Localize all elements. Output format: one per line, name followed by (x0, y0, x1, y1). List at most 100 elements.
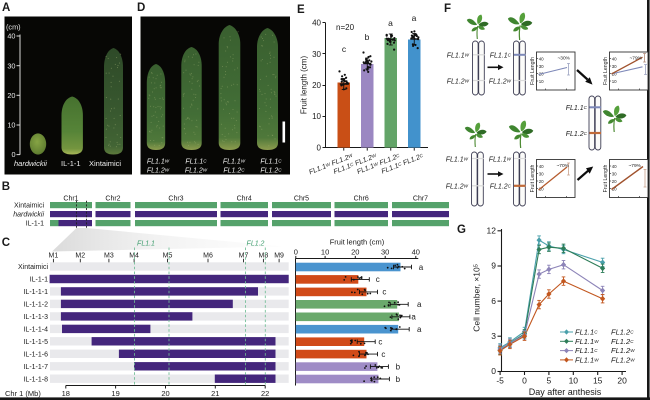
svg-text:Xintaimici: Xintaimici (18, 264, 48, 271)
svg-text:10: 10 (569, 376, 579, 386)
svg-text:FL1.2C: FL1.2C (566, 131, 588, 139)
svg-text:a: a (419, 263, 424, 272)
svg-text:IL-1-1: IL-1-1 (61, 159, 81, 168)
svg-text:FL1.1C: FL1.1C (490, 52, 512, 60)
svg-text:a: a (388, 18, 393, 28)
svg-text:IL-1-1-8: IL-1-1-8 (23, 376, 48, 383)
svg-text:c: c (381, 350, 385, 359)
svg-text:20: 20 (612, 71, 617, 76)
svg-text:M9: M9 (274, 253, 284, 260)
svg-text:18: 18 (62, 389, 70, 398)
svg-text:FL1.2C: FL1.2C (490, 183, 512, 191)
svg-text:IL-1-1-2: IL-1-1-2 (23, 302, 48, 309)
svg-text:Xintaimici: Xintaimici (89, 159, 121, 168)
svg-text:0: 0 (294, 248, 298, 257)
svg-text:a: a (411, 313, 416, 322)
svg-text:FL1.2C: FL1.2C (260, 167, 282, 175)
svg-text:40: 40 (7, 32, 15, 41)
svg-text:A: A (2, 2, 10, 14)
svg-text:10: 10 (612, 79, 617, 84)
svg-text:20: 20 (161, 389, 169, 398)
svg-text:FL1.2W: FL1.2W (447, 78, 470, 86)
svg-text:a: a (417, 300, 422, 309)
svg-text:30: 30 (612, 64, 617, 69)
svg-text:3: 3 (491, 331, 496, 341)
svg-text:M1: M1 (49, 253, 59, 260)
svg-text:F: F (444, 3, 451, 15)
svg-text:E: E (297, 4, 305, 16)
svg-text:FL1.1W: FL1.1W (575, 337, 599, 346)
svg-text:Fruit Length: Fruit Length (603, 165, 609, 193)
svg-text:Fruit Length: Fruit Length (530, 57, 536, 85)
svg-text:b: b (396, 362, 401, 371)
svg-text:FL1.1W: FL1.1W (147, 158, 170, 166)
svg-text:Chr6: Chr6 (354, 196, 369, 203)
svg-text:FL1.2C: FL1.2C (611, 328, 634, 337)
svg-text:FL1.2W: FL1.2W (489, 78, 512, 86)
svg-text:FL1.1W: FL1.1W (447, 52, 470, 60)
svg-text:M6: M6 (203, 253, 213, 260)
svg-text:10: 10 (312, 112, 321, 121)
svg-text:FL1.1W: FL1.1W (223, 158, 246, 166)
svg-text:a: a (412, 13, 417, 23)
svg-text:IL-1-1-4: IL-1-1-4 (23, 327, 48, 334)
svg-text:FL1.1W: FL1.1W (489, 156, 512, 164)
svg-text:FL1.1C: FL1.1C (260, 158, 282, 166)
svg-text:0: 0 (522, 376, 527, 386)
svg-text:c: c (376, 275, 380, 284)
svg-text:M2: M2 (75, 253, 85, 260)
svg-text:30: 30 (312, 50, 321, 59)
svg-text:FL1.1C: FL1.1C (575, 328, 598, 337)
svg-text:40: 40 (539, 164, 544, 169)
svg-text:~30%: ~30% (558, 56, 571, 62)
svg-text:C: C (2, 237, 10, 249)
svg-text:Chr5: Chr5 (294, 196, 309, 203)
svg-text:FL1.2W: FL1.2W (147, 167, 170, 175)
svg-text:10: 10 (539, 79, 544, 84)
svg-text:M7: M7 (239, 253, 249, 260)
svg-text:40: 40 (612, 56, 617, 61)
svg-text:Fruit Length: Fruit Length (530, 165, 536, 193)
svg-text:FL1.2: FL1.2 (247, 241, 265, 248)
svg-text:IL-1-1-6: IL-1-1-6 (23, 351, 48, 358)
svg-text:30: 30 (539, 64, 544, 69)
svg-text:b: b (365, 32, 370, 42)
svg-text:FL1.1W: FL1.1W (446, 156, 469, 164)
svg-text:Chr 1 (Mb): Chr 1 (Mb) (5, 389, 41, 398)
svg-text:IL-1-1-1: IL-1-1-1 (23, 289, 48, 296)
svg-text:(cm): (cm) (6, 23, 21, 32)
svg-text:FL1.2C: FL1.2C (611, 337, 634, 346)
svg-text:FL1.1: FL1.1 (137, 241, 155, 248)
svg-text:0: 0 (491, 366, 496, 376)
svg-text:IL-1-1-7: IL-1-1-7 (23, 364, 48, 371)
svg-text:20: 20 (7, 91, 15, 100)
svg-text:40: 40 (612, 164, 617, 169)
svg-text:30: 30 (612, 171, 617, 176)
svg-text:Day after anthesis: Day after anthesis (529, 387, 602, 397)
svg-text:10: 10 (612, 186, 617, 191)
svg-text:30: 30 (7, 61, 15, 70)
svg-text:FL1.1C: FL1.1C (566, 105, 588, 113)
svg-text:21: 21 (211, 389, 219, 398)
svg-text:20: 20 (612, 179, 617, 184)
svg-text:20: 20 (312, 81, 321, 90)
svg-text:FL1.2W: FL1.2W (446, 183, 469, 191)
svg-text:~79%: ~79% (629, 163, 642, 169)
svg-text:M5: M5 (163, 253, 173, 260)
svg-text:30: 30 (381, 248, 389, 257)
svg-text:~70%: ~70% (557, 163, 570, 169)
svg-text:n=20: n=20 (336, 23, 355, 32)
svg-text:M4: M4 (129, 253, 139, 260)
svg-text:IL-1-1: IL-1-1 (30, 277, 48, 284)
svg-text:Chr4: Chr4 (237, 196, 252, 203)
svg-text:22: 22 (261, 389, 269, 398)
svg-text:19: 19 (111, 389, 119, 398)
svg-text:Fruit length (cm): Fruit length (cm) (330, 238, 385, 247)
svg-text:40: 40 (539, 56, 544, 61)
svg-text:c: c (382, 288, 386, 297)
svg-text:5: 5 (547, 376, 552, 386)
svg-text:hardwickii: hardwickii (14, 159, 47, 168)
svg-text:FL1.2W: FL1.2W (185, 167, 208, 175)
svg-text:IL-1-1-5: IL-1-1-5 (23, 339, 48, 346)
svg-text:15: 15 (593, 376, 603, 386)
